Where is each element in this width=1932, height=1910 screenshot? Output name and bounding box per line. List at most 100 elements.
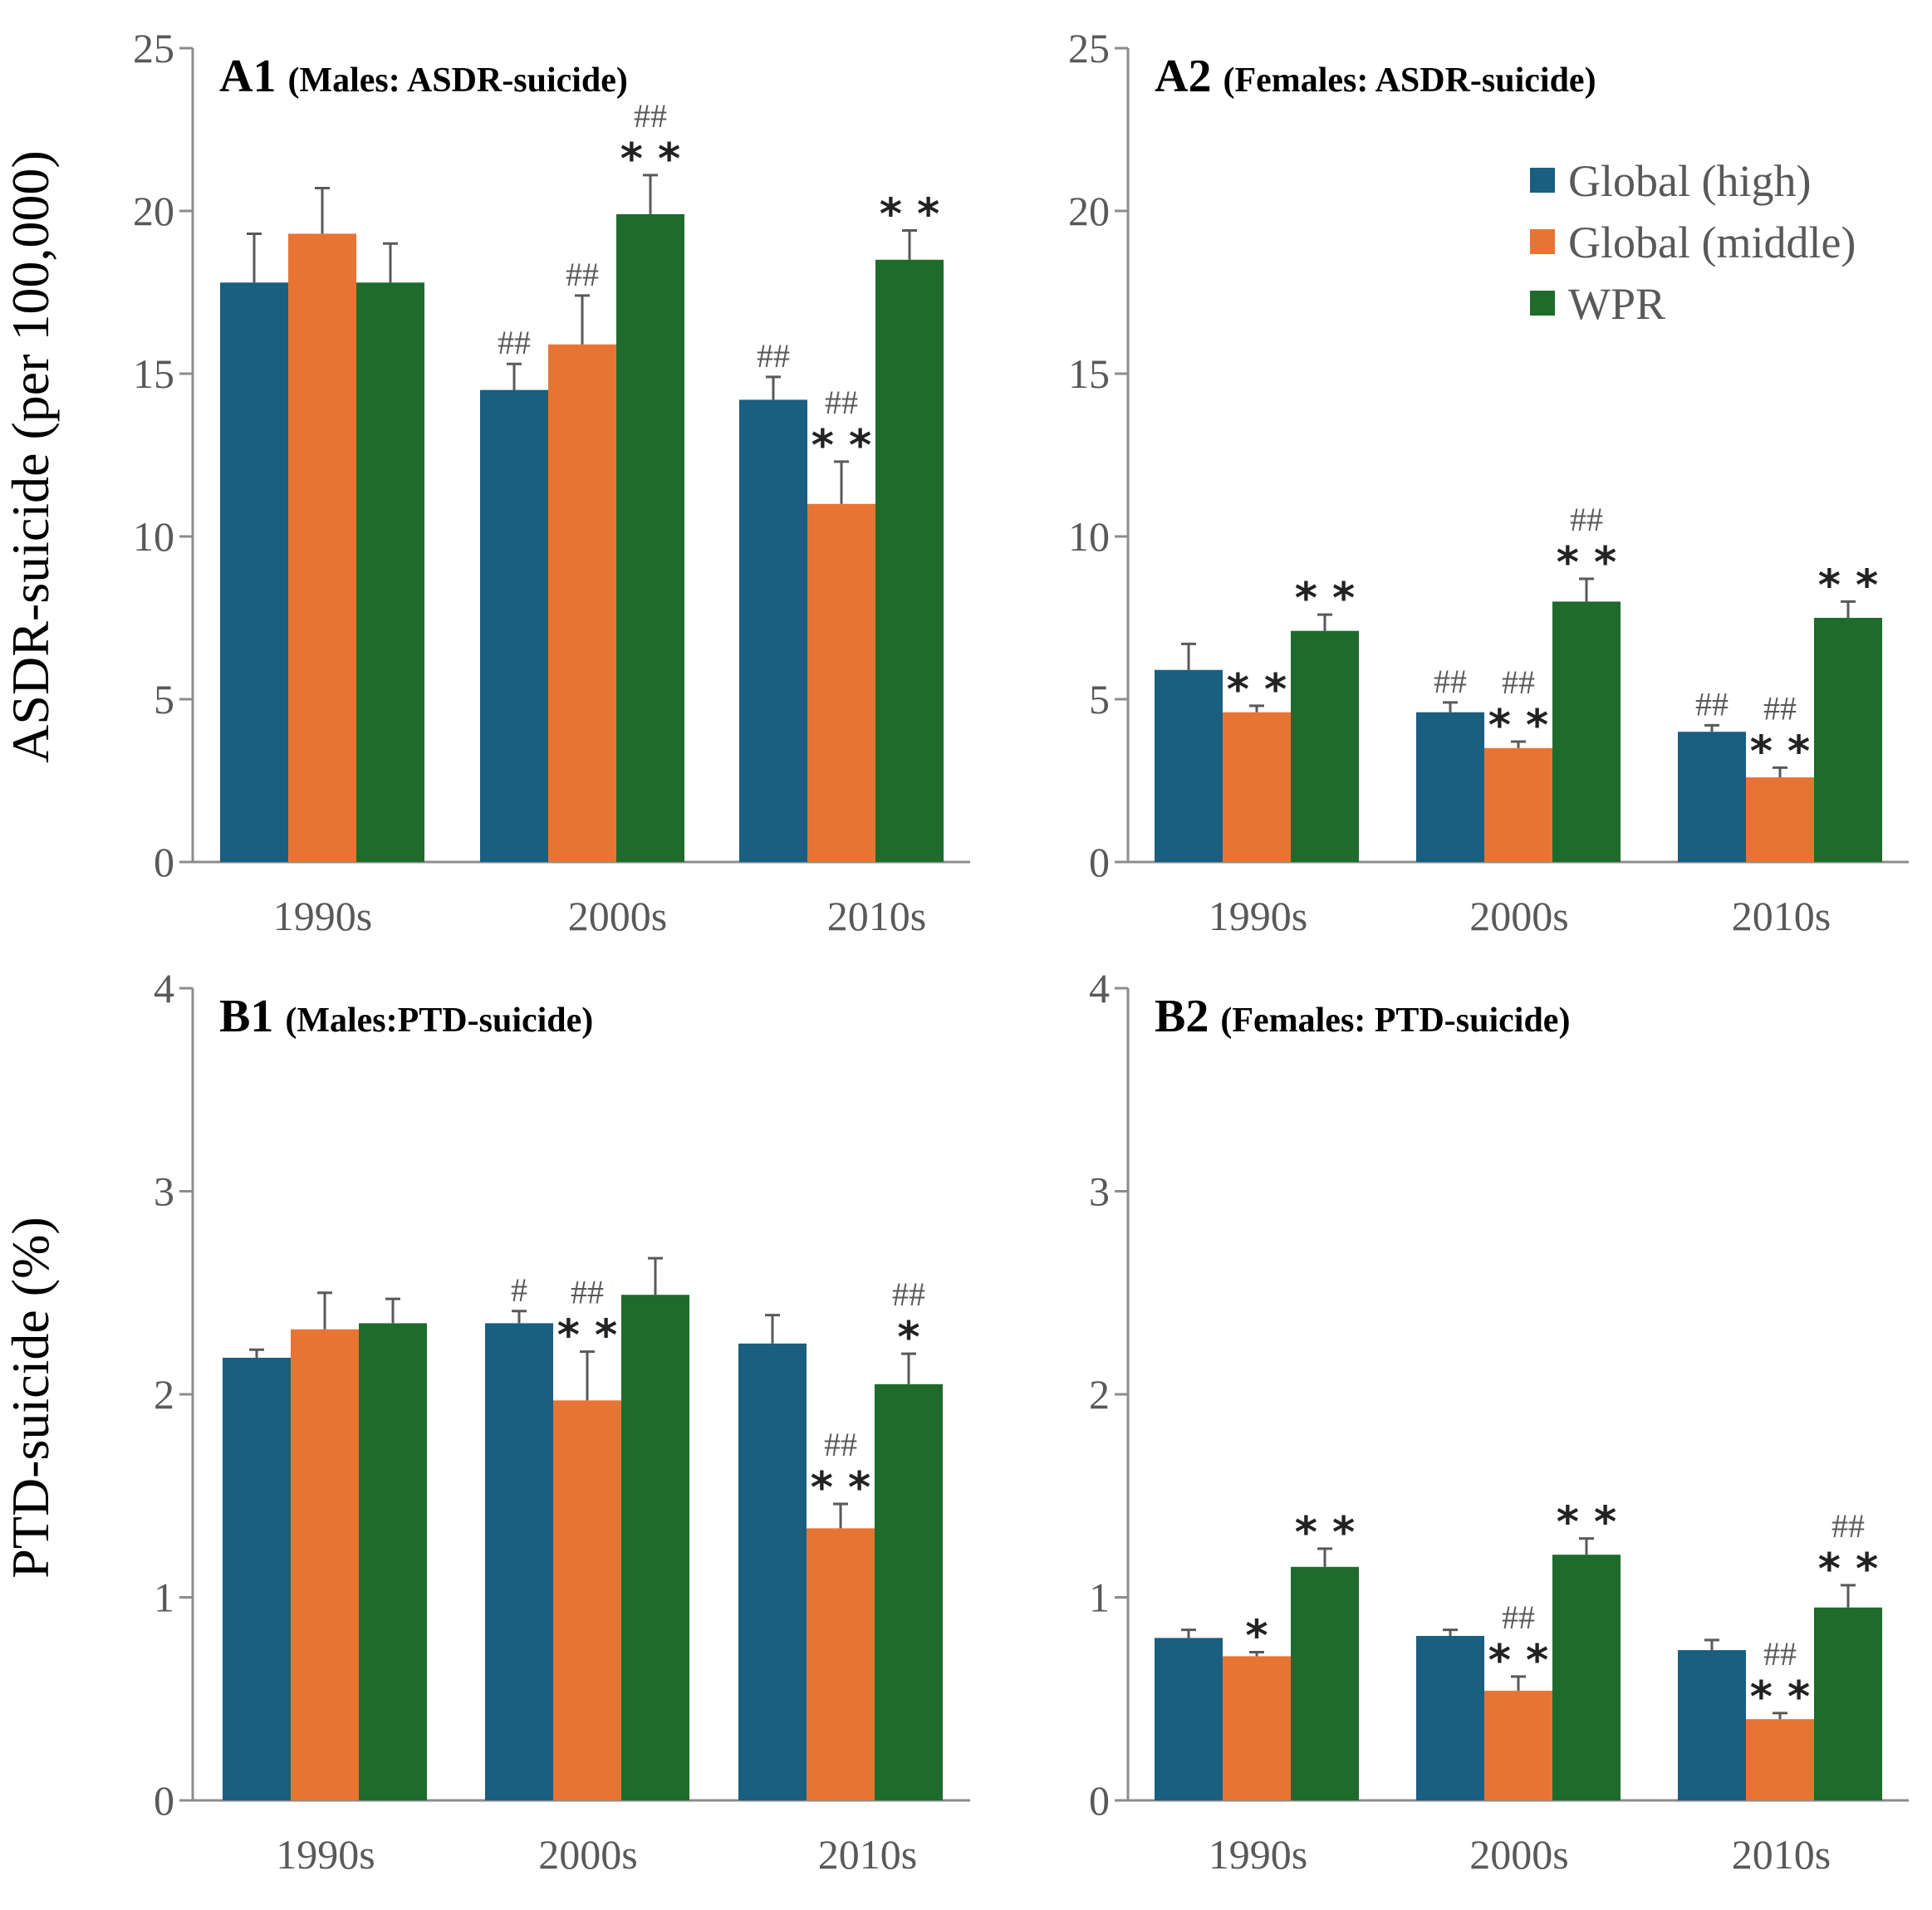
bar-B1-global-middle-1990s <box>291 1329 359 1800</box>
bar-A1-global-middle-2010s <box>807 503 875 862</box>
y-tick-label: 4 <box>1089 965 1110 1011</box>
bar-B2-global-middle-2000s <box>1484 1690 1552 1800</box>
panel-title: A2 (Females: ASDR-suicide) <box>1155 51 1596 102</box>
y-tick-label: 15 <box>1068 350 1110 397</box>
significance-hash: ## <box>1763 1635 1797 1672</box>
legend-label: WPR <box>1568 279 1665 329</box>
significance-star: * * <box>811 1463 871 1513</box>
legend-label: Global (high) <box>1568 156 1811 206</box>
panel-title-main: B1 <box>219 991 273 1042</box>
bar-B1-global-middle-2000s <box>553 1400 621 1800</box>
significance-star: * * <box>1557 538 1617 588</box>
y-tick-label: 10 <box>133 513 174 560</box>
y-tick-label: 3 <box>1089 1168 1110 1215</box>
y-tick-label: 5 <box>1089 676 1110 722</box>
x-tick-label: 1990s <box>1209 893 1307 939</box>
y-tick-label: 0 <box>154 839 174 885</box>
bar-B2-global-middle-2010s <box>1746 1719 1814 1800</box>
y-tick-label: 10 <box>1068 513 1110 560</box>
y-tick-label: 0 <box>1089 1777 1110 1824</box>
x-tick-label: 1990s <box>1209 1831 1307 1878</box>
significance-hash: ## <box>566 256 599 293</box>
bar-B1-wpr-2010s <box>875 1384 943 1800</box>
significance-star: * * <box>1488 1636 1549 1686</box>
y-tick-label: 2 <box>154 1371 174 1418</box>
significance-hash: ## <box>1502 664 1535 701</box>
y-tick-label: 5 <box>154 676 174 722</box>
significance-hash: ## <box>1434 663 1467 700</box>
y-tick-label: 0 <box>1089 839 1110 885</box>
bar-B2-global-high-2000s <box>1416 1635 1484 1800</box>
x-tick-label: 1990s <box>273 893 372 939</box>
significance-star: * * <box>1227 665 1287 715</box>
significance-hash: ## <box>1695 685 1729 722</box>
y-axis-label-top: ASDR-suicide (per 100,000) <box>1 150 60 763</box>
bar-B2-global-high-1990s <box>1155 1638 1223 1800</box>
significance-hash: ## <box>498 324 531 361</box>
significance-hash: ## <box>571 1274 604 1311</box>
bar-B2-wpr-1990s <box>1291 1566 1359 1800</box>
y-tick-label: 15 <box>133 350 174 397</box>
bar-A1-global-middle-1990s <box>288 233 356 862</box>
significance-star: * * <box>1818 561 1879 610</box>
y-tick-label: 0 <box>154 1777 174 1824</box>
bar-B1-global-middle-2010s <box>807 1528 875 1800</box>
panel-title-main: B2 <box>1155 991 1209 1042</box>
panel-title: A1 (Males: ASDR-suicide) <box>219 51 628 102</box>
significance-hash: ## <box>825 384 858 421</box>
x-tick-label: 1990s <box>276 1831 375 1878</box>
bar-B2-global-high-2010s <box>1678 1650 1746 1800</box>
bar-A1-wpr-2010s <box>875 259 944 862</box>
bar-A1-global-middle-2000s <box>548 344 616 863</box>
bar-A2-wpr-2010s <box>1814 618 1882 862</box>
y-tick-label: 25 <box>1068 25 1110 71</box>
significance-hash: ## <box>1570 501 1603 538</box>
bar-A1-global-high-1990s <box>220 282 288 862</box>
bar-B1-wpr-2000s <box>621 1295 689 1800</box>
significance-hash: ## <box>892 1276 925 1313</box>
x-tick-label: 2010s <box>1732 893 1831 939</box>
bar-B1-global-high-2010s <box>738 1343 807 1800</box>
significance-hash: ## <box>1831 1507 1865 1545</box>
legend-swatch <box>1530 291 1555 316</box>
significance-star: * * <box>1818 1545 1879 1594</box>
bar-A2-global-high-2000s <box>1416 712 1484 862</box>
y-tick-label: 3 <box>154 1168 174 1215</box>
y-tick-label: 4 <box>154 965 174 1011</box>
bar-B2-global-middle-1990s <box>1223 1656 1291 1800</box>
x-tick-label: 2000s <box>568 893 667 939</box>
bar-B2-wpr-2010s <box>1814 1607 1882 1800</box>
panel-title-main: A1 <box>219 51 276 102</box>
significance-star: * <box>1245 1612 1268 1662</box>
significance-star: * <box>897 1313 919 1363</box>
x-tick-label: 2010s <box>1732 1831 1831 1878</box>
y-tick-label: 20 <box>1068 188 1110 234</box>
significance-star: * * <box>1557 1498 1617 1548</box>
y-tick-label: 1 <box>1089 1575 1110 1621</box>
panel-title: B2 (Females: PTD-suicide) <box>1155 991 1570 1042</box>
significance-star: * * <box>1295 574 1356 624</box>
legend-swatch <box>1530 168 1555 193</box>
x-tick-label: 2010s <box>818 1831 917 1878</box>
significance-star: * * <box>1295 1508 1356 1558</box>
bar-A1-global-high-2010s <box>739 399 807 862</box>
panel-title-sub: (Males:PTD-suicide) <box>285 1002 593 1040</box>
bar-A1-global-high-2000s <box>480 389 548 863</box>
bar-A2-global-middle-1990s <box>1223 712 1291 862</box>
panel-title-main: A2 <box>1155 51 1211 102</box>
legend-swatch <box>1530 229 1555 254</box>
panel-title: B1 (Males:PTD-suicide) <box>219 991 593 1042</box>
bar-A2-global-middle-2000s <box>1484 747 1552 862</box>
significance-hash: ## <box>1763 689 1797 727</box>
significance-star: * * <box>880 190 940 240</box>
bar-A2-global-high-1990s <box>1155 669 1223 862</box>
panel-title-sub: (Females: PTD-suicide) <box>1220 1002 1570 1040</box>
bar-A2-global-high-2010s <box>1678 732 1746 862</box>
significance-star: * * <box>1488 701 1549 751</box>
bar-B1-global-high-2000s <box>485 1323 553 1800</box>
bar-B1-wpr-1990s <box>359 1323 427 1800</box>
significance-star: * * <box>620 135 681 184</box>
x-tick-label: 2000s <box>1469 893 1568 939</box>
bar-A2-wpr-1990s <box>1291 630 1359 862</box>
